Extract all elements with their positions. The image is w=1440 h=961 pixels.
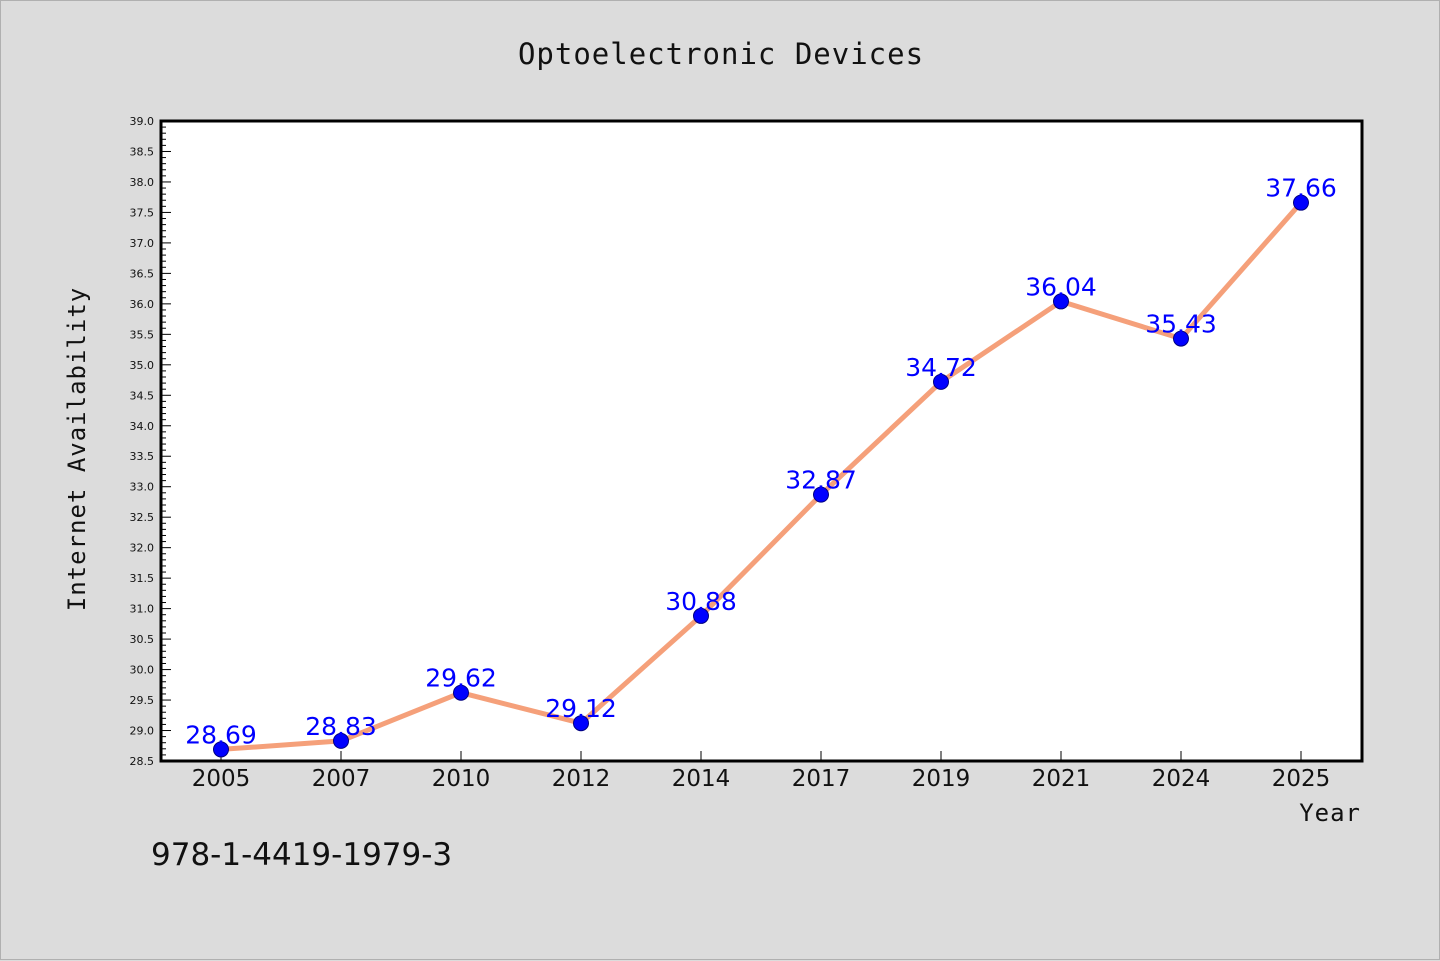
- data-label: 28.69: [185, 720, 257, 749]
- chart-title: Optoelectronic Devices: [518, 37, 924, 71]
- data-label: 34.72: [905, 353, 977, 382]
- x-tick-label: 2024: [1152, 766, 1211, 792]
- x-tick-label: 2005: [192, 766, 251, 792]
- data-point: [1173, 330, 1189, 347]
- y-tick-label: 37.5: [130, 206, 155, 219]
- plot-area: [159, 119, 1364, 763]
- x-tick-label: 2010: [432, 766, 491, 792]
- y-axis: 28.5 29.0 29.5 30.0 30.5 31.0 31.5 32.0 32.5 33.0…: [130, 115, 171, 768]
- data-label: 36.04: [1025, 272, 1097, 301]
- y-tick-label: 35.5: [130, 328, 155, 341]
- y-tick-label: 39.0: [130, 115, 155, 128]
- x-tick-label: 2007: [312, 766, 371, 792]
- x-axis: 2005 2007 2010 2012 2014 2017 2019 2021 2024 2025: [192, 751, 1331, 792]
- y-tick-label: 37.0: [130, 237, 155, 250]
- y-tick-label: 32.5: [130, 511, 155, 524]
- data-point: [693, 607, 709, 624]
- data-point: [1053, 293, 1069, 310]
- y-tick-label: 38.0: [130, 176, 155, 189]
- y-tick-label: 28.5: [130, 755, 155, 768]
- data-label: 30.88: [665, 587, 737, 616]
- y-tick-label: 32.0: [130, 542, 155, 555]
- y-axis-label: Internet Availability: [63, 287, 91, 611]
- y-tick-label: 31.5: [130, 572, 155, 585]
- y-tick-label: 35.0: [130, 359, 155, 372]
- x-tick-label: 2014: [672, 766, 731, 792]
- x-tick-label: 2012: [552, 766, 611, 792]
- y-tick-label: 36.0: [130, 298, 155, 311]
- data-label: 29.62: [425, 664, 497, 693]
- x-tick-label: 2025: [1272, 766, 1331, 792]
- data-label: 28.83: [305, 712, 377, 741]
- data-label: 32.87: [785, 466, 857, 495]
- data-point: [333, 732, 349, 749]
- y-tick-label: 33.0: [130, 481, 155, 494]
- markers-group: [213, 194, 1309, 758]
- x-tick-label: 2017: [792, 766, 851, 792]
- y-tick-label: 36.5: [130, 267, 155, 280]
- series-line-group: [220, 201, 1303, 752]
- data-label: 35.43: [1145, 310, 1217, 339]
- x-tick-label: 2021: [1032, 766, 1091, 792]
- data-point: [573, 715, 589, 732]
- y-tick-label: 34.0: [130, 420, 155, 433]
- series-line: [220, 201, 1303, 752]
- y-tick-label: 30.0: [130, 664, 155, 677]
- x-axis-label: Year: [1299, 799, 1361, 827]
- y-tick-label: 38.5: [130, 145, 155, 158]
- x-tick-label: 2019: [912, 766, 971, 792]
- y-tick-label: 29.0: [130, 725, 155, 738]
- data-point: [813, 486, 829, 503]
- y-tick-label: 34.5: [130, 389, 155, 402]
- data-label: 29.12: [545, 694, 617, 723]
- data-point: [933, 373, 949, 390]
- y-tick-label: 33.5: [130, 450, 155, 463]
- y-tick-label: 29.5: [130, 694, 155, 707]
- footer-code: 978-1-4419-1979-3: [151, 837, 452, 873]
- data-label: 37.66: [1265, 174, 1337, 203]
- y-tick-label: 30.5: [130, 633, 155, 646]
- data-point: [453, 684, 469, 701]
- data-point: [213, 741, 229, 758]
- data-point: [1293, 194, 1309, 211]
- y-tick-label: 31.0: [130, 603, 155, 616]
- data-labels-group: 28.69 28.83 29.62 29.12 30.88 32.87 34.72 36.04…: [185, 174, 1337, 750]
